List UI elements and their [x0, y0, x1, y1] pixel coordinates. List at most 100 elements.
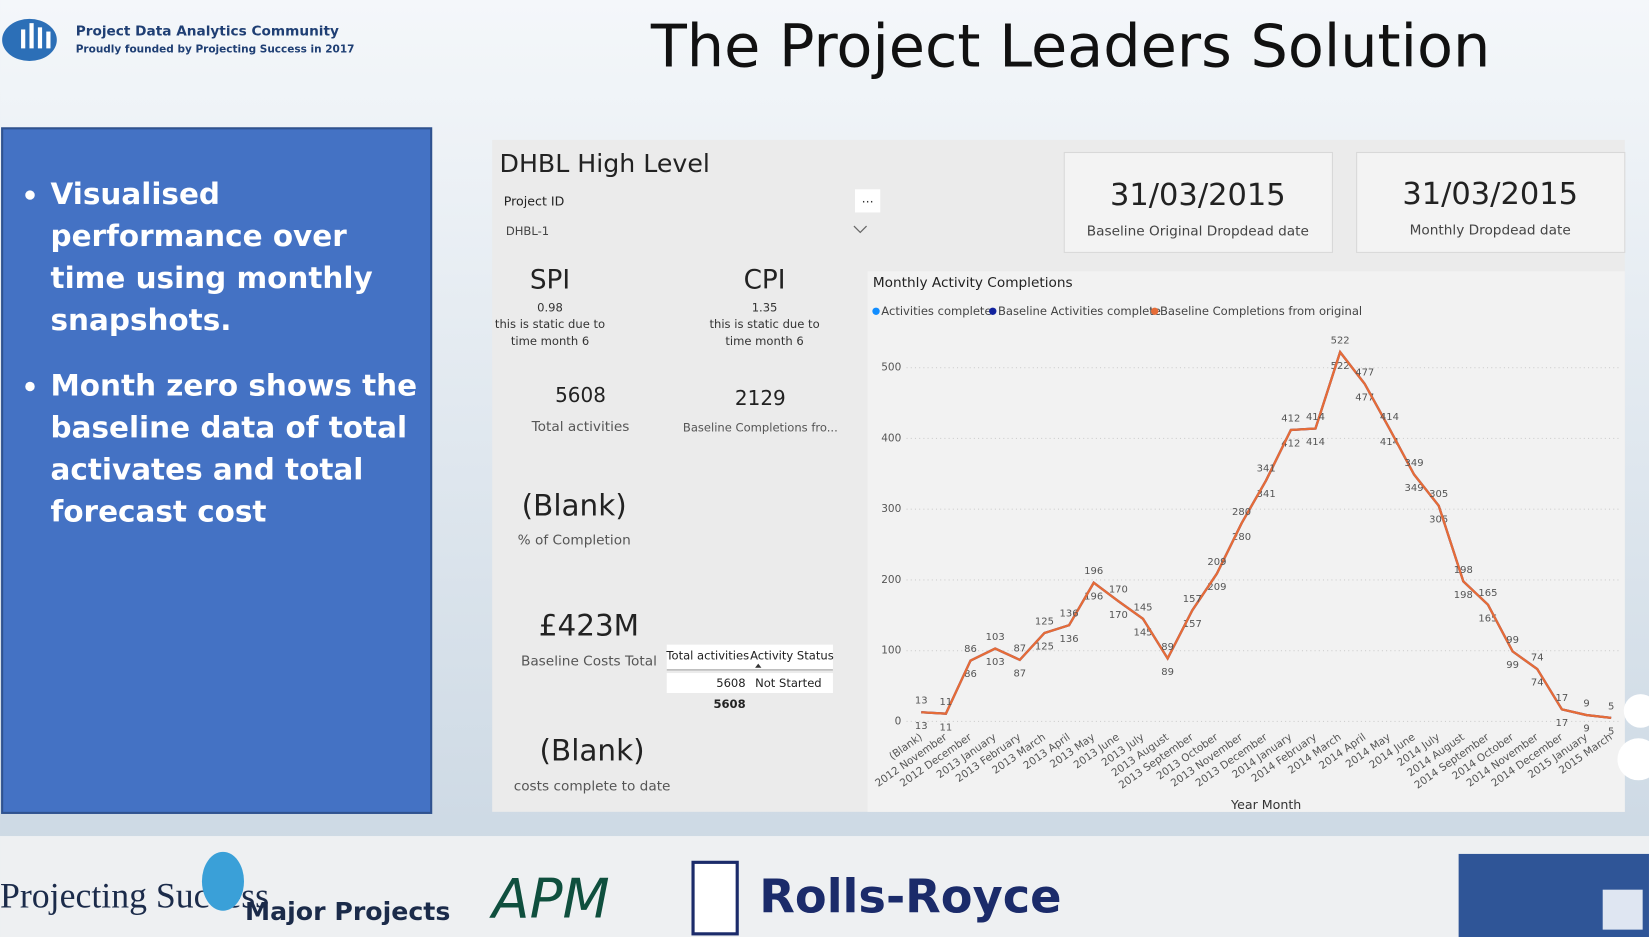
data-label: 305 [1429, 489, 1448, 500]
data-label: 5 [1608, 727, 1614, 738]
data-label: 477 [1355, 393, 1374, 404]
footer-logo: APM [489, 866, 610, 930]
slicer-chevron[interactable] [853, 225, 868, 234]
data-label: 157 [1183, 619, 1202, 630]
data-label: 280 [1232, 507, 1251, 518]
legend-label: Baseline Completions from original [1160, 304, 1362, 318]
data-label: 198 [1454, 565, 1473, 576]
data-label: 170 [1109, 610, 1128, 621]
footer-logo: Rolls-Royce [759, 870, 1061, 924]
card-value: (Blank) [522, 488, 627, 522]
bullet-list: Visualised performance over time using m… [8, 174, 423, 534]
data-label: 522 [1331, 336, 1350, 347]
data-label: 17 [1556, 718, 1569, 729]
card-value: £423M [539, 608, 639, 642]
footer-logo-mark [201, 851, 245, 911]
kpi-label: SPI [530, 265, 570, 295]
card-label: costs complete to date [514, 779, 671, 795]
slicer-menu-dots[interactable]: ... [862, 190, 874, 205]
data-label: 74 [1531, 678, 1544, 689]
data-label: 165 [1478, 588, 1497, 599]
sort-arrow [755, 663, 762, 668]
table-cell: Not Started [755, 676, 822, 690]
legend-swatch [989, 307, 997, 315]
data-label: 86 [964, 644, 977, 655]
date-card [1356, 151, 1626, 253]
data-label: 125 [1035, 642, 1054, 653]
data-label: 414 [1306, 437, 1325, 448]
org-name: Project Data Analytics Community [76, 24, 339, 40]
data-label: 522 [1331, 361, 1350, 372]
date-card [1063, 151, 1333, 253]
card-value: 2129 [735, 386, 786, 410]
footer [0, 836, 1649, 937]
data-label: 477 [1355, 367, 1374, 378]
org-logo [2, 18, 57, 61]
data-label: 280 [1232, 532, 1251, 543]
card-value: (Blank) [540, 733, 645, 767]
data-label: 349 [1405, 458, 1424, 469]
y-tick-label: 400 [881, 432, 901, 444]
kpi-label: CPI [744, 265, 786, 295]
kpi-note-box: this is static due to time month 6 [494, 317, 606, 349]
date-card-label: Monthly Dropdead date [1410, 222, 1571, 238]
table-header [666, 644, 833, 670]
data-label: 165 [1478, 613, 1497, 624]
data-label: 87 [1013, 669, 1026, 680]
data-label: 198 [1454, 590, 1473, 601]
side-button[interactable] [1623, 694, 1649, 728]
card-value: 5608 [555, 383, 606, 407]
series-line [921, 349, 1612, 720]
chart-panel [867, 271, 1625, 812]
data-label: 414 [1306, 412, 1325, 423]
legend-swatch [872, 307, 880, 315]
data-label: 13 [915, 721, 928, 732]
table-cell: 5608 [716, 676, 745, 690]
card-label: Baseline Costs Total [521, 653, 657, 669]
y-tick-label: 500 [881, 362, 901, 374]
legend-label: Baseline Activities complete [998, 304, 1161, 318]
x-axis-title: Year Month [1230, 797, 1301, 812]
data-label: 157 [1183, 594, 1202, 605]
data-label: 11 [940, 697, 953, 708]
footer-thumbnail [1602, 889, 1643, 930]
data-label: 196 [1084, 591, 1103, 602]
data-label: 136 [1060, 634, 1079, 645]
data-label: 349 [1405, 483, 1424, 494]
bullet-panel [1, 127, 433, 814]
date-card-label: Baseline Original Dropdead date [1087, 223, 1309, 239]
data-label: 17 [1556, 693, 1569, 704]
data-label: 9 [1583, 698, 1589, 709]
date-card-value: 31/03/2015 [1110, 178, 1286, 213]
data-label: 89 [1161, 642, 1174, 653]
table-row [666, 673, 833, 694]
data-label: 9 [1583, 724, 1589, 735]
data-label: 74 [1531, 652, 1544, 663]
legend-label: Activities complete [881, 304, 991, 318]
kpi-note-box: this is static due to time month 6 [709, 318, 819, 348]
kpi-value: 1.35 [752, 301, 778, 315]
table-column[interactable]: Total activities [665, 649, 749, 663]
data-label: 13 [915, 696, 928, 707]
date-card-value: 31/03/2015 [1402, 177, 1578, 212]
data-label: 103 [986, 632, 1005, 643]
data-label: 414 [1380, 412, 1399, 423]
slicer-value[interactable]: DHBL-1 [506, 224, 549, 238]
kpi-note: this is static due to time month 6 [494, 317, 606, 349]
table-column[interactable]: Activity Status [750, 649, 834, 663]
data-label: 145 [1133, 602, 1152, 613]
side-button[interactable] [1617, 738, 1649, 781]
data-label: 5 [1608, 701, 1614, 712]
data-label: 305 [1429, 514, 1448, 525]
data-label: 412 [1281, 439, 1300, 450]
data-label: 341 [1257, 489, 1276, 500]
slicer-label: Project ID [504, 193, 565, 208]
footer-logo-badge [691, 860, 739, 936]
y-tick-label: 200 [881, 574, 901, 586]
card-label: Total activities [531, 419, 630, 435]
bullet: Month zero shows the baseline data of to… [51, 365, 424, 533]
slicer-menu[interactable] [854, 189, 881, 213]
data-label: 209 [1207, 557, 1226, 568]
